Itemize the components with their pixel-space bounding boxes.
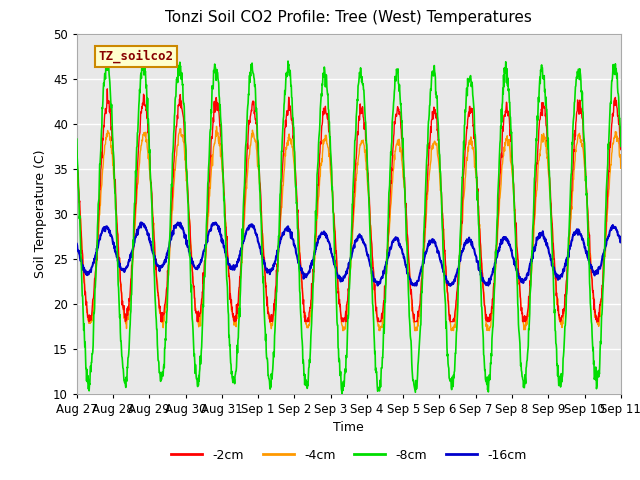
X-axis label: Time: Time: [333, 421, 364, 434]
Legend: -2cm, -4cm, -8cm, -16cm: -2cm, -4cm, -8cm, -16cm: [166, 444, 531, 467]
Title: Tonzi Soil CO2 Profile: Tree (West) Temperatures: Tonzi Soil CO2 Profile: Tree (West) Temp…: [165, 11, 532, 25]
Text: TZ_soilco2: TZ_soilco2: [99, 50, 173, 63]
Y-axis label: Soil Temperature (C): Soil Temperature (C): [35, 149, 47, 278]
